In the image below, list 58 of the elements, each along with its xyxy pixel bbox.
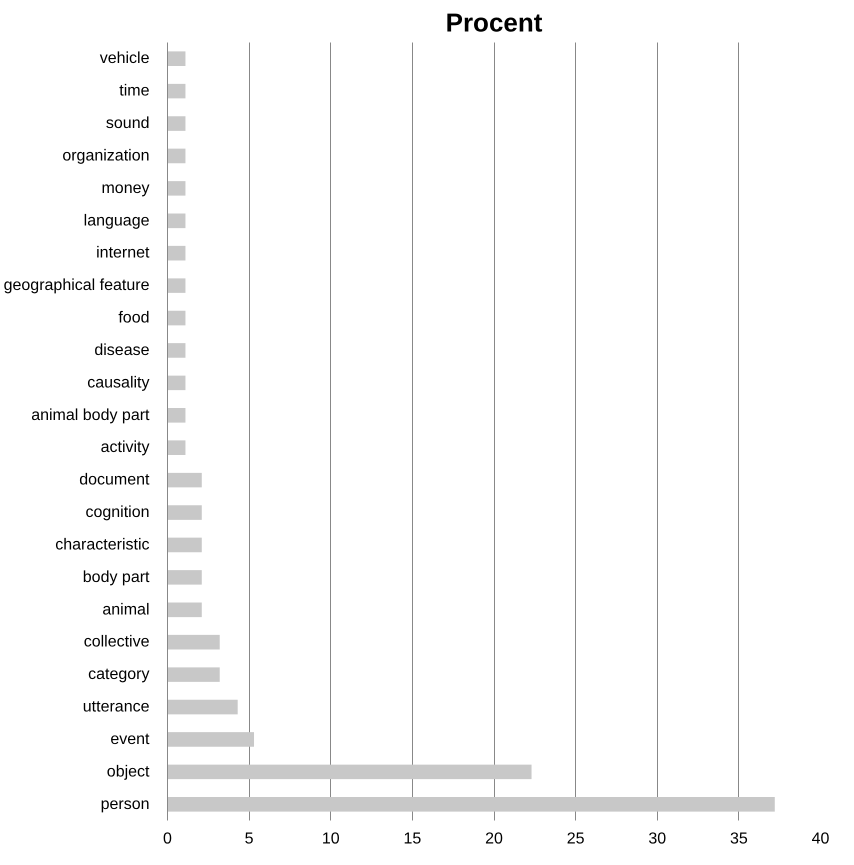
- bar: [168, 667, 220, 682]
- bar: [168, 472, 202, 488]
- y-tick-label: cognition: [85, 504, 150, 522]
- bar: [168, 764, 532, 780]
- bar: [168, 51, 186, 66]
- bar: [168, 732, 254, 747]
- x-tick-label: 0: [163, 830, 172, 848]
- bar: [168, 408, 186, 423]
- bar: [168, 602, 202, 618]
- y-tick-label: utterance: [82, 698, 150, 716]
- y-tick-label: animal body part: [31, 406, 150, 424]
- bar: [168, 84, 186, 98]
- bar: [168, 116, 186, 131]
- y-tick-label: object: [106, 763, 150, 780]
- bar: [168, 376, 186, 390]
- y-tick-label: geographical feature: [4, 277, 150, 294]
- x-tick-label: 10: [322, 830, 340, 848]
- bar: [168, 278, 186, 293]
- x-tick-label: 30: [648, 830, 666, 848]
- chart-title: Procent: [446, 8, 543, 38]
- y-tick-label: body part: [82, 568, 150, 586]
- bar: [168, 505, 202, 520]
- x-tick-label: 5: [244, 830, 254, 848]
- y-tick-label: disease: [94, 342, 150, 359]
- y-tick-label: characteristic: [55, 536, 150, 554]
- bar: [168, 538, 202, 552]
- y-tick-label: activity: [100, 439, 150, 456]
- bar: [168, 570, 202, 585]
- y-tick-label: document: [79, 472, 150, 489]
- y-tick-label: sound: [106, 115, 150, 132]
- y-tick-label: vehicle: [100, 50, 150, 68]
- y-tick-label: animal: [102, 601, 150, 618]
- bar: [168, 797, 775, 812]
- y-tick-label: person: [100, 796, 150, 813]
- bar: [168, 700, 238, 714]
- y-tick-label: causality: [87, 374, 150, 392]
- bar: [168, 634, 220, 650]
- y-tick-label: money: [101, 180, 150, 197]
- x-tick-label: 40: [812, 830, 830, 848]
- y-tick-label: time: [119, 82, 150, 100]
- y-tick-label: category: [88, 666, 150, 684]
- bar: [168, 440, 186, 455]
- y-tick-label: event: [110, 730, 150, 748]
- y-tick-label: language: [84, 212, 150, 230]
- x-tick-label: 35: [730, 830, 748, 848]
- y-tick-label: organization: [62, 147, 150, 164]
- bar: [168, 214, 186, 228]
- y-tick-label: collective: [84, 634, 150, 651]
- x-tick-label: 25: [566, 830, 585, 848]
- bar: [168, 343, 186, 358]
- y-tick-label: internet: [96, 244, 150, 262]
- y-tick-label: food: [118, 310, 150, 327]
- x-tick-label: 20: [485, 830, 503, 848]
- bar: [168, 148, 186, 164]
- x-tick-label: 15: [403, 830, 422, 848]
- bar: [168, 246, 186, 260]
- bar: [168, 181, 186, 196]
- bar: [168, 310, 186, 326]
